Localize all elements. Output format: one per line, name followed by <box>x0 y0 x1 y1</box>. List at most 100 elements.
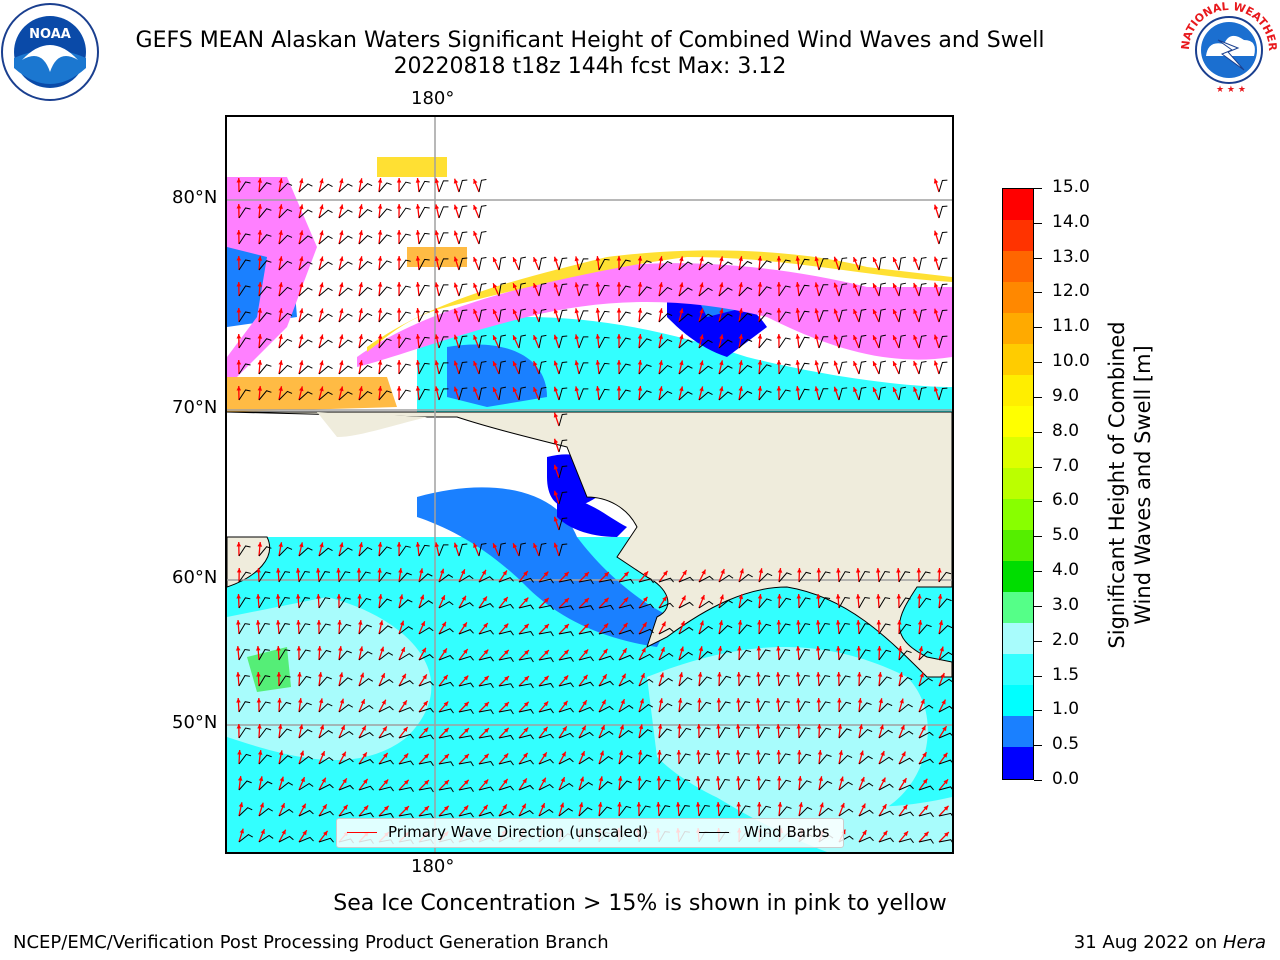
wave-arrow-head <box>444 780 449 785</box>
wave-arrow-head <box>735 750 741 755</box>
wind-barb <box>778 806 792 817</box>
wave-arrow-head <box>380 673 385 679</box>
wave-arrow-head <box>817 724 822 729</box>
wave-arrow-head <box>553 282 559 288</box>
wave-arrow-head <box>235 672 241 677</box>
wave-arrow-head <box>719 256 724 262</box>
wave-arrow-head <box>415 256 421 261</box>
footnote: Sea Ice Concentration > 15% is shown in … <box>333 891 947 916</box>
wind-barb <box>318 756 334 765</box>
wind-barb <box>398 363 411 375</box>
wave-arrow-head <box>622 622 628 628</box>
wave-arrow-head <box>658 308 664 314</box>
wave-arrow-head <box>423 727 429 733</box>
wind-barb <box>578 681 594 687</box>
wave-arrow-head <box>276 672 282 677</box>
wind-barb <box>458 682 474 688</box>
wind-barb <box>558 439 568 453</box>
wind-barb <box>378 338 392 349</box>
wave-arrow-head <box>439 568 445 574</box>
wind-barb <box>698 753 711 765</box>
wind-barb <box>298 571 310 583</box>
wind-barb <box>578 706 594 713</box>
wave-arrow-head <box>658 360 664 366</box>
wave-arrow-head <box>639 698 644 704</box>
wind-barb <box>298 261 313 271</box>
wave-arrow-head <box>622 648 627 654</box>
wave-arrow-head <box>453 542 459 548</box>
lon-label-top: 180° <box>411 88 455 109</box>
wave-arrow-head <box>775 672 781 677</box>
wind-barb <box>918 308 927 323</box>
wind-barb <box>618 704 634 713</box>
colorbar-tick <box>1034 222 1042 224</box>
wave-arrow-head <box>540 803 545 809</box>
wind-barb <box>718 313 733 323</box>
wave-arrow-head <box>276 568 281 573</box>
wave-arrow-head <box>473 257 478 263</box>
wind-barb <box>758 779 771 791</box>
wind-barb <box>358 208 373 219</box>
svg-text:★ ★ ★: ★ ★ ★ <box>1216 85 1246 95</box>
wave-arrow-head <box>396 256 402 261</box>
wind-barb <box>438 232 449 245</box>
wind-barb <box>658 286 673 297</box>
wave-arrow-head <box>757 256 763 261</box>
wave-arrow-head <box>583 674 588 680</box>
wave-arrow-head <box>595 360 601 365</box>
wave-arrow-head <box>461 595 466 601</box>
wind-barb <box>918 785 934 791</box>
wind-barb <box>238 337 251 349</box>
wave-arrow-head <box>696 724 702 729</box>
wind-barb <box>878 649 892 661</box>
wind-barb <box>278 312 293 323</box>
colorbar-tick-label: 11.0 <box>1052 316 1090 337</box>
wave-arrow-head <box>943 805 949 811</box>
wave-arrow-head <box>642 596 648 602</box>
wave-arrow-head <box>701 569 706 575</box>
wind-barb <box>638 578 654 584</box>
wave-arrow-head <box>892 361 898 367</box>
wave-arrow-head <box>755 698 761 703</box>
wind-barb <box>438 628 454 635</box>
wave-arrow-head <box>424 780 429 785</box>
wind-barb <box>538 334 547 349</box>
wind-barb <box>358 785 374 791</box>
wind-barb <box>638 805 651 817</box>
wave-arrow-head <box>278 256 283 262</box>
wave-arrow-head <box>482 596 487 602</box>
wave-arrow-head <box>377 178 383 183</box>
wave-arrow-head <box>859 750 864 756</box>
wave-arrow-head <box>236 334 242 339</box>
map-panel <box>225 115 954 854</box>
wave-arrow-head <box>892 257 898 263</box>
wave-arrow-head <box>940 673 945 679</box>
wind-barb <box>818 310 829 323</box>
wave-arrow-head <box>377 542 383 547</box>
wave-arrow-head <box>620 699 625 705</box>
wind-barb <box>678 779 691 791</box>
wind-barb <box>238 181 251 193</box>
wave-arrow-head <box>816 672 821 677</box>
wind-barb <box>718 805 731 817</box>
wind-barb <box>398 259 411 271</box>
wave-arrow-head <box>319 282 324 288</box>
wave-arrow-head <box>358 308 364 314</box>
wind-barb <box>598 655 614 661</box>
wave-arrow-head <box>941 699 946 705</box>
wind-barb <box>838 675 851 687</box>
wave-arrow-head <box>316 620 322 625</box>
wind-barb <box>918 597 932 609</box>
wave-arrow-head <box>736 698 741 703</box>
wind-barb <box>378 759 394 765</box>
wind-barb <box>558 465 568 479</box>
wave-arrow-head <box>679 386 684 392</box>
wind-barb <box>318 183 333 193</box>
wave-arrow-head <box>882 830 888 836</box>
wind-barb <box>338 547 353 557</box>
wind-barb <box>298 729 313 739</box>
wind-barb <box>858 755 873 765</box>
wave-arrow-head <box>716 724 721 729</box>
wave-arrow-head <box>757 594 763 599</box>
wind-barb <box>538 308 547 323</box>
